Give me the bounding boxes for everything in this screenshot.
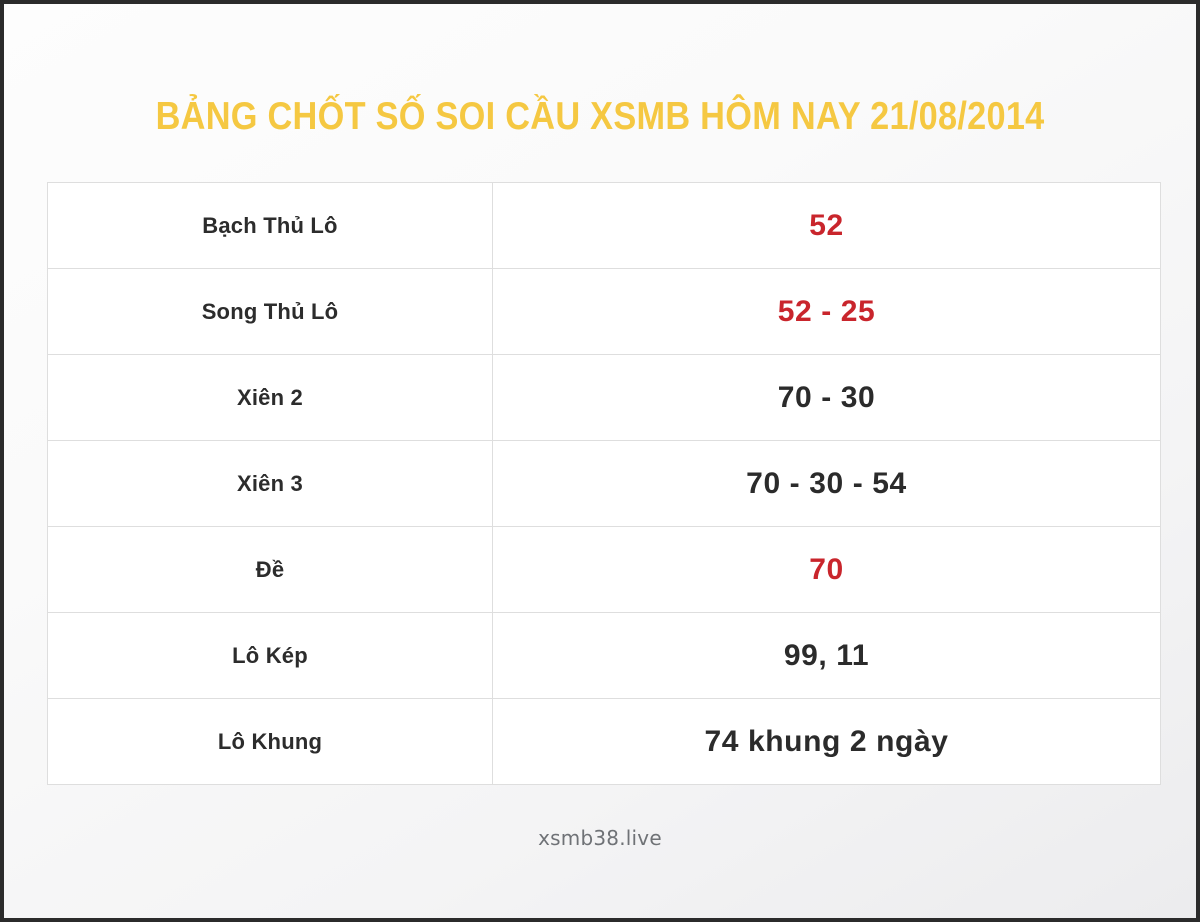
footer: xsmb38.live	[4, 826, 1196, 850]
prediction-table: Bạch Thủ Lô 52 Song Thủ Lô 52 - 25 Xiên …	[47, 182, 1161, 785]
table-cell-value: 70	[492, 526, 1161, 613]
table-cell-value: 99, 11	[492, 612, 1161, 699]
page-title: BẢNG CHỐT SỐ SOI CẦU XSMB HÔM NAY 21/08/…	[155, 95, 1045, 138]
table-cell-value: 70 - 30	[492, 354, 1161, 441]
site-watermark: xsmb38.live	[538, 826, 662, 850]
table-cell-value: 70 - 30 - 54	[492, 440, 1161, 527]
table-cell-label: Xiên 3	[47, 440, 493, 527]
table-cell-label: Lô Khung	[47, 698, 493, 785]
table-row: Xiên 3 70 - 30 - 54	[47, 440, 1161, 527]
table-row: Đề 70	[47, 526, 1161, 613]
table-cell-value: 52 - 25	[492, 268, 1161, 355]
table-row: Bạch Thủ Lô 52	[47, 182, 1161, 269]
table-cell-label: Xiên 2	[47, 354, 493, 441]
page-title-container: BẢNG CHỐT SỐ SOI CẦU XSMB HÔM NAY 21/08/…	[4, 95, 1196, 139]
table-cell-label: Song Thủ Lô	[47, 268, 493, 355]
table-cell-label: Bạch Thủ Lô	[47, 182, 493, 269]
table-row: Xiên 2 70 - 30	[47, 354, 1161, 441]
table-cell-value: 74 khung 2 ngày	[492, 698, 1161, 785]
page-frame: BẢNG CHỐT SỐ SOI CẦU XSMB HÔM NAY 21/08/…	[4, 4, 1196, 918]
table-row: Song Thủ Lô 52 - 25	[47, 268, 1161, 355]
table-cell-label: Lô Kép	[47, 612, 493, 699]
table-cell-value: 52	[492, 182, 1161, 269]
page-content: BẢNG CHỐT SỐ SOI CẦU XSMB HÔM NAY 21/08/…	[4, 4, 1196, 918]
table-cell-label: Đề	[47, 526, 493, 613]
table-row: Lô Kép 99, 11	[47, 612, 1161, 699]
table-row: Lô Khung 74 khung 2 ngày	[47, 698, 1161, 785]
prediction-table-body: Bạch Thủ Lô 52 Song Thủ Lô 52 - 25 Xiên …	[47, 182, 1161, 785]
